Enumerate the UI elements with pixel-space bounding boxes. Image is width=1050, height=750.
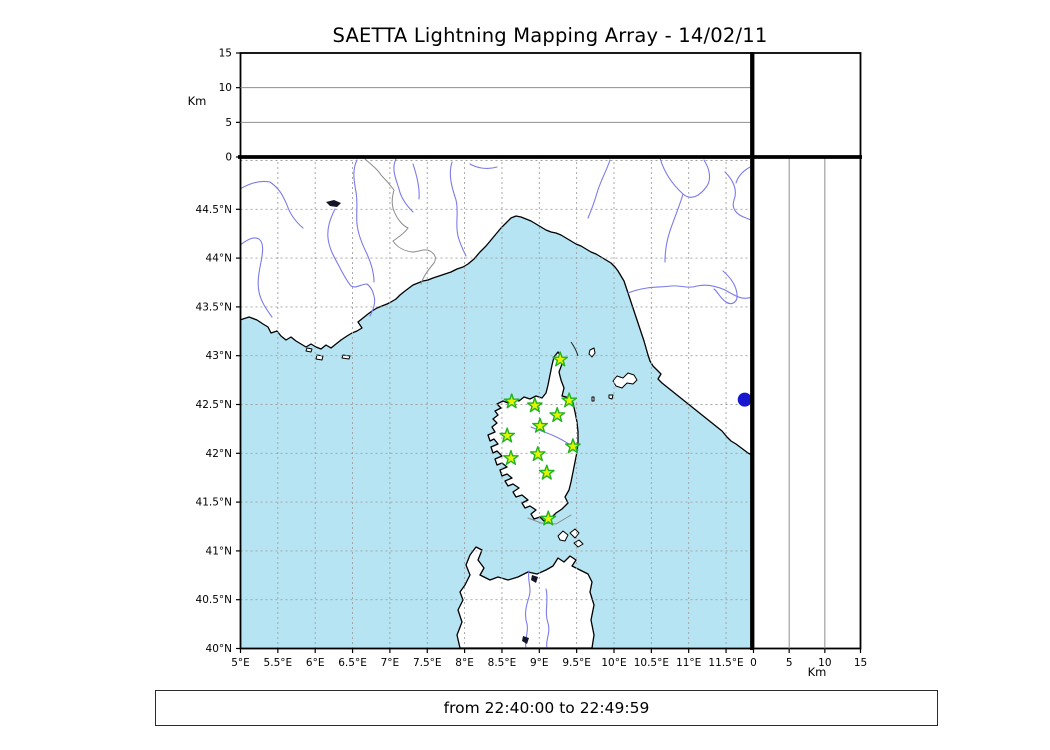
lma-station-star bbox=[552, 351, 569, 367]
lma-station-star bbox=[526, 397, 543, 413]
axis-ticks bbox=[236, 52, 862, 653]
time-range-label: from 22:40:00 to 22:49:59 bbox=[443, 699, 650, 717]
lma-station-star bbox=[540, 510, 557, 526]
lon-tick-label: 7.5°E bbox=[413, 657, 442, 669]
lon-tick-label: 11°E bbox=[676, 657, 701, 669]
capraia-island bbox=[588, 347, 596, 358]
lake-coghinas bbox=[531, 575, 538, 583]
lat-tick-label: 41.5°N bbox=[196, 497, 232, 509]
lon-tick-label: 9.5°E bbox=[562, 657, 591, 669]
axis-tick-labels: 5°E 5.5°E 6°E 6.5°E 7°E 7.5°E 8°E 8.5°E 9°E 9.5°E… bbox=[196, 48, 868, 670]
france-italy-border-line bbox=[364, 158, 436, 285]
top-km-tick-label: 15 bbox=[219, 48, 232, 60]
lon-tick-label: 5.5°E bbox=[264, 657, 293, 669]
lma-station-star bbox=[503, 449, 519, 465]
mainland-coastline bbox=[240, 157, 752, 456]
lat-tick-label: 44°N bbox=[206, 253, 232, 265]
right-km-tick-label: 5 bbox=[786, 657, 793, 669]
pianosa-island bbox=[608, 394, 614, 400]
corsica-coastline bbox=[487, 351, 579, 522]
right-km-axis-label: Km bbox=[808, 665, 827, 679]
lake-bolsena bbox=[737, 392, 752, 407]
maritime-boundary-line bbox=[527, 514, 572, 525]
lon-tick-label: 8.5°E bbox=[488, 657, 517, 669]
lon-tick-label: 10.5°E bbox=[634, 657, 669, 669]
lake-bolsena-dot bbox=[737, 392, 752, 407]
lat-tick-label: 40°N bbox=[206, 643, 232, 655]
right-km-tick-label: 0 bbox=[750, 657, 757, 669]
lat-tick-label: 42.5°N bbox=[196, 399, 232, 411]
lat-tick-label: 43.5°N bbox=[196, 301, 232, 313]
map-panel bbox=[240, 157, 752, 649]
elba-island bbox=[612, 372, 638, 389]
lma-station-star bbox=[561, 392, 578, 408]
right-panel-gridlines bbox=[788, 157, 826, 649]
lon-tick-label: 11.5°E bbox=[708, 657, 743, 669]
altitude-longitude-panel bbox=[239, 52, 753, 158]
lma-station-star bbox=[538, 464, 555, 480]
map-graticule bbox=[240, 157, 752, 649]
top-km-tick-label: 0 bbox=[225, 152, 232, 164]
lma-station-star bbox=[532, 417, 548, 433]
lon-tick-label: 7°E bbox=[381, 657, 400, 669]
right-km-tick-label: 15 bbox=[854, 657, 867, 669]
top-panel-gridlines bbox=[240, 87, 752, 123]
thin-coast-detail-line bbox=[570, 341, 579, 357]
lma-station-star bbox=[499, 427, 516, 443]
small-islet bbox=[591, 396, 595, 402]
top-km-tick-label: 10 bbox=[219, 82, 232, 94]
lat-tick-label: 44.5°N bbox=[196, 204, 232, 216]
lon-tick-label: 8°E bbox=[455, 657, 474, 669]
lat-tick-label: 42°N bbox=[206, 448, 232, 460]
top-km-tick-label: 5 bbox=[225, 117, 232, 129]
lon-tick-label: 9°E bbox=[530, 657, 549, 669]
lma-station-star bbox=[565, 438, 581, 454]
lat-tick-label: 40.5°N bbox=[196, 594, 232, 606]
lat-tick-label: 41°N bbox=[206, 545, 232, 557]
figure-title: SAETTA Lightning Mapping Array - 14/02/1… bbox=[332, 24, 768, 47]
station-stars bbox=[499, 351, 581, 526]
right-km-tick-label: 10 bbox=[818, 657, 831, 669]
corner-panel bbox=[752, 52, 862, 158]
top-km-axis-label: Km bbox=[188, 94, 207, 108]
sardinia-small-lake bbox=[522, 636, 529, 644]
sardinia-coastline bbox=[456, 546, 595, 649]
altitude-latitude-panel bbox=[752, 156, 862, 650]
time-range-box: from 22:40:00 to 22:49:59 bbox=[155, 690, 938, 726]
lma-station-star bbox=[529, 446, 546, 462]
lma-station-star bbox=[503, 393, 520, 409]
lon-tick-label: 6°E bbox=[306, 657, 325, 669]
lon-tick-label: 6.5°E bbox=[338, 657, 367, 669]
lma-station-star bbox=[549, 406, 566, 423]
lon-tick-label: 5°E bbox=[231, 657, 250, 669]
rivers bbox=[240, 157, 752, 649]
lat-tick-label: 43°N bbox=[206, 350, 232, 362]
lon-tick-label: 10°E bbox=[601, 657, 626, 669]
lake-serre-poncon bbox=[326, 200, 341, 207]
